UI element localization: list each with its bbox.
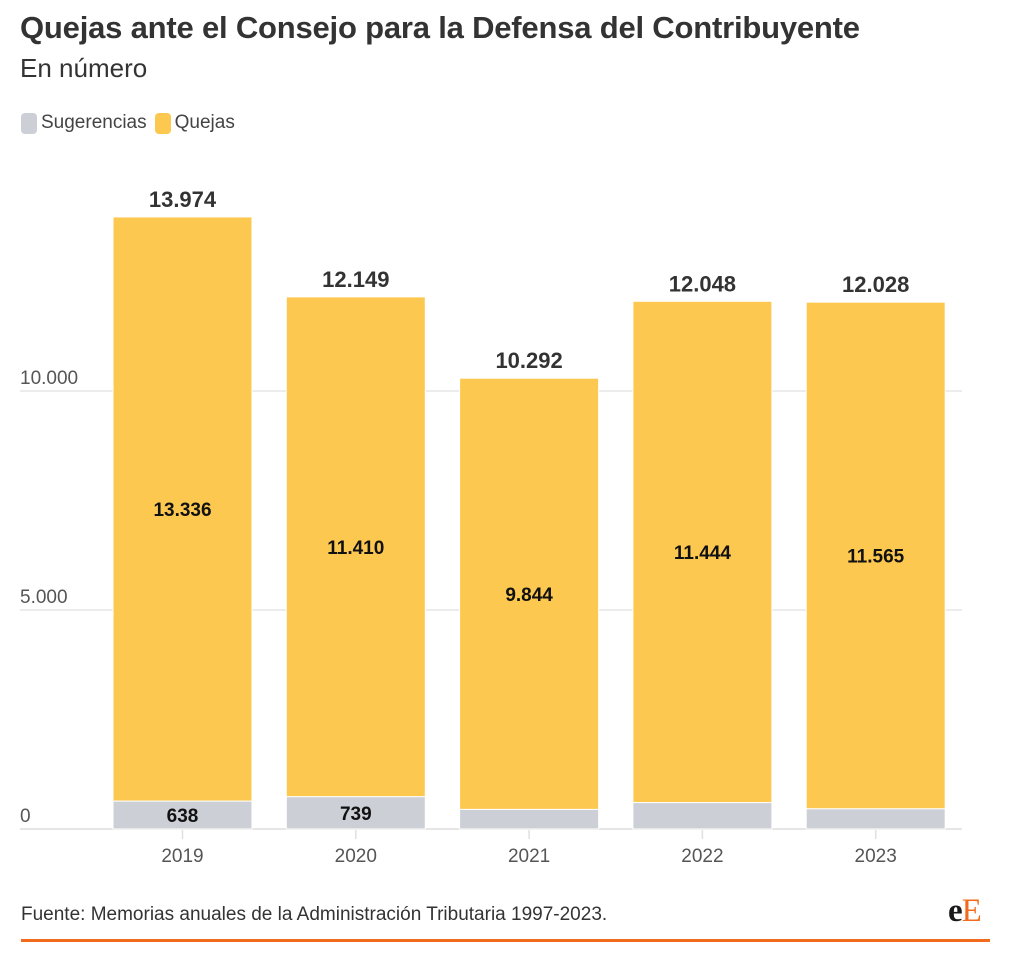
chart-area: 0 5.000 10.000 638 13.336 13.974 2019 739 11.410… bbox=[20, 187, 962, 867]
bar-sugerencias-2023 bbox=[805, 808, 946, 830]
source-note: Fuente: Memorias anuales de la Administr… bbox=[21, 904, 608, 925]
legend-label-quejas: Quejas bbox=[174, 112, 235, 133]
footer-rule bbox=[21, 939, 990, 942]
logo-e-upper: E bbox=[961, 893, 982, 929]
bar-sugerencias-2022 bbox=[632, 802, 773, 830]
x-tick-label: 2019 bbox=[161, 846, 203, 867]
bar-quejas-2023 bbox=[805, 301, 946, 810]
bar-quejas-2021 bbox=[459, 377, 600, 810]
bar-sugerencias-2021 bbox=[459, 808, 600, 830]
data-label-quejas: 11.565 bbox=[847, 546, 904, 567]
x-tick-label: 2021 bbox=[508, 846, 550, 867]
bar-sugerencias-2020 bbox=[285, 796, 426, 830]
bar-sugerencias-2019 bbox=[112, 800, 253, 830]
y-tick-label: 10.000 bbox=[20, 368, 78, 389]
legend-label-sugerencias: Sugerencias bbox=[41, 112, 147, 133]
logo: eE bbox=[948, 893, 982, 930]
chart-title: Quejas ante el Consejo para la Defensa d… bbox=[20, 10, 860, 45]
data-label-quejas: 9.844 bbox=[505, 585, 553, 606]
x-tick-label: 2020 bbox=[335, 846, 377, 867]
legend-swatch-sugerencias bbox=[21, 112, 37, 134]
data-label-sugerencias: 739 bbox=[340, 804, 372, 825]
total-label: 10.292 bbox=[495, 348, 562, 373]
total-label: 12.149 bbox=[322, 267, 389, 292]
logo-e-lower: e bbox=[948, 893, 963, 929]
data-label-quejas: 11.444 bbox=[674, 543, 731, 564]
legend-item-quejas: Quejas bbox=[154, 112, 235, 134]
total-label: 12.048 bbox=[669, 271, 736, 296]
legend: Sugerencias Quejas bbox=[21, 112, 243, 134]
y-tick-label: 0 bbox=[20, 806, 31, 827]
legend-swatch-quejas bbox=[154, 112, 171, 134]
chart-subtitle: En número bbox=[20, 53, 148, 83]
total-label: 13.974 bbox=[149, 187, 217, 212]
data-label-quejas: 11.410 bbox=[327, 538, 384, 559]
y-tick-label: 5.000 bbox=[20, 587, 68, 608]
bar-quejas-2020 bbox=[285, 296, 426, 798]
total-label: 12.028 bbox=[842, 272, 909, 297]
x-tick-label: 2023 bbox=[855, 846, 897, 867]
bar-quejas-2019 bbox=[112, 216, 253, 802]
legend-item-sugerencias: Sugerencias bbox=[21, 112, 147, 134]
x-tick-label: 2022 bbox=[681, 846, 723, 867]
data-label-quejas: 13.336 bbox=[153, 500, 211, 521]
bar-quejas-2022 bbox=[632, 300, 773, 804]
data-label-sugerencias: 638 bbox=[167, 806, 199, 827]
